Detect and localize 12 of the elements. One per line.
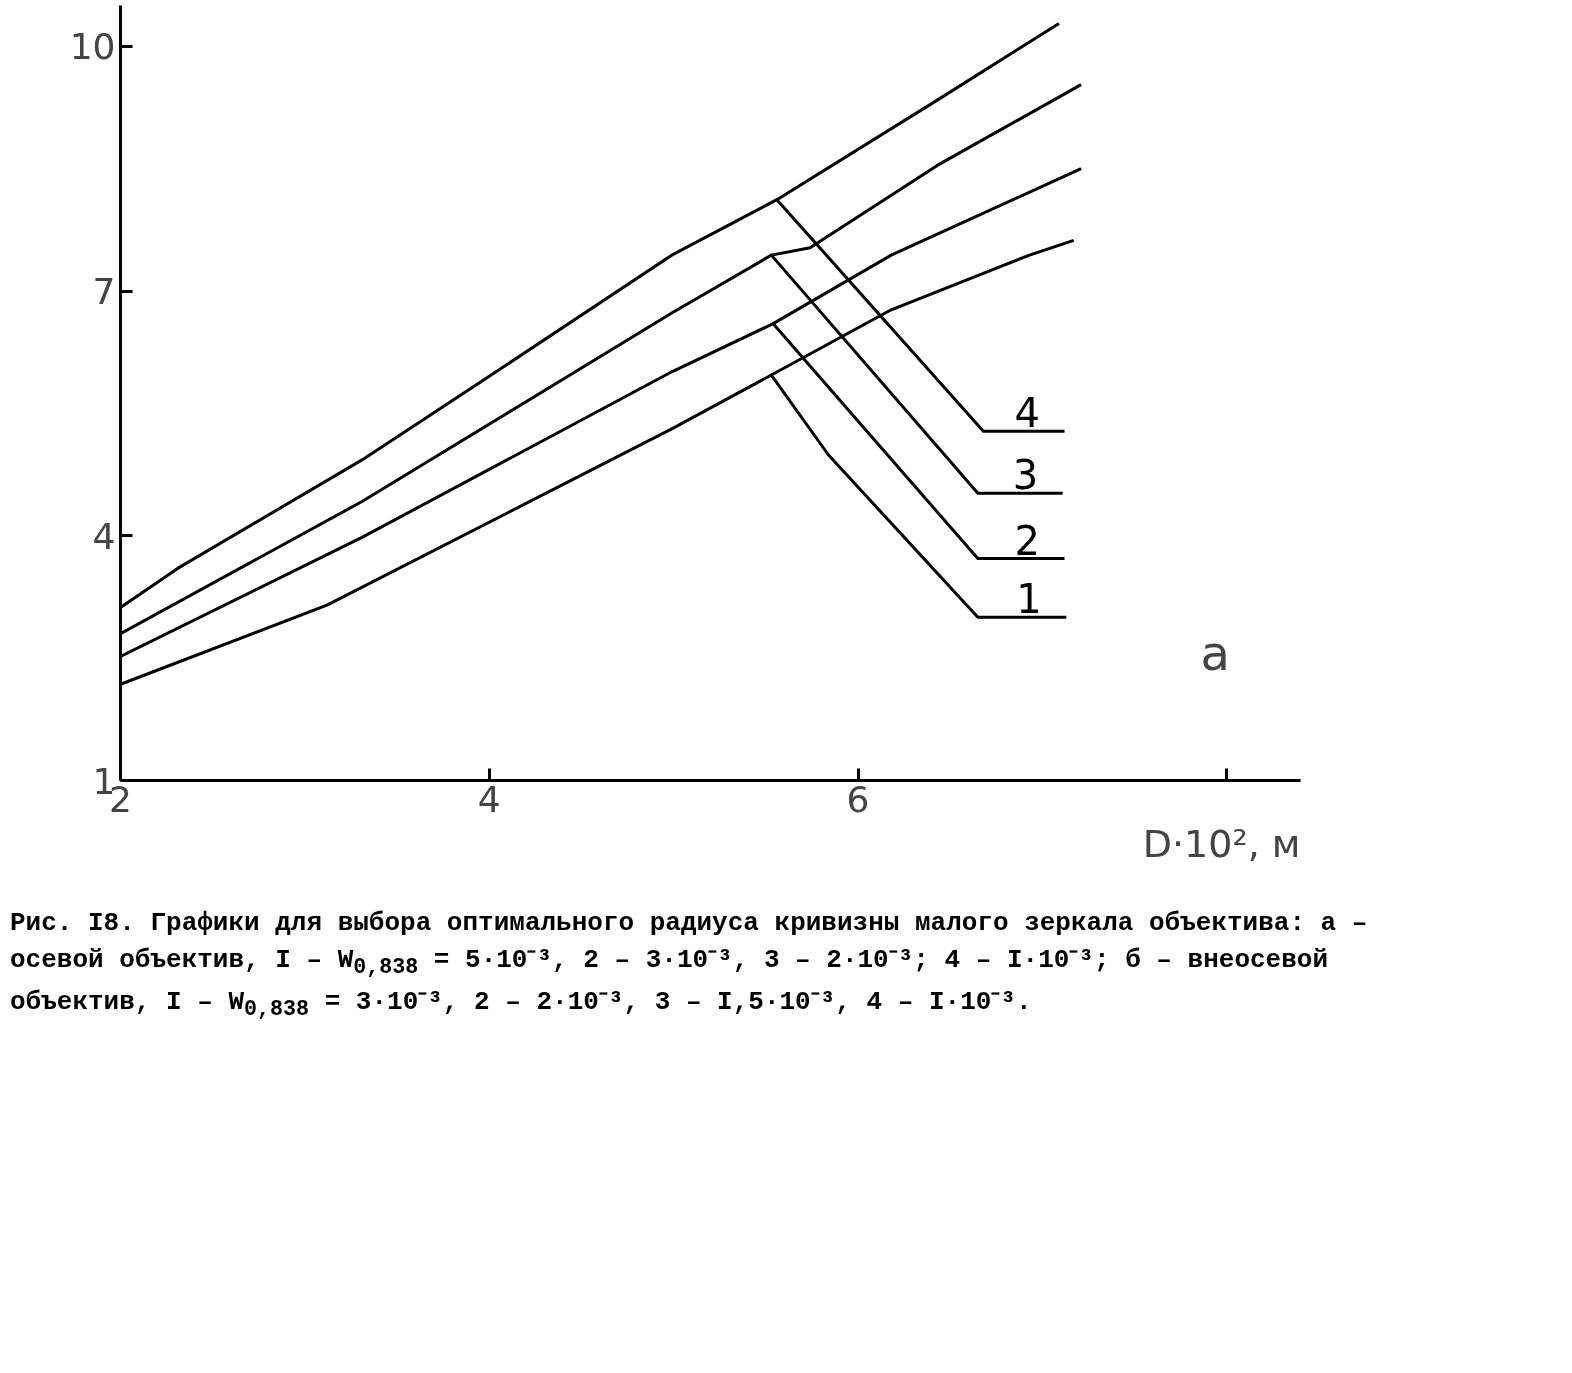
x-axis-title: D·10², м <box>1142 821 1301 866</box>
series-label: 2 <box>1014 517 1040 564</box>
series-label: 3 <box>1012 452 1039 499</box>
y-tick-label: 4 <box>92 515 116 557</box>
text: Рис. I8. Графики для выбора оптимального радиуса кривизны малого зеркала объектива: а – осевой объектив, I – W$_{0,838}$ = 5·10⁻³, 2 – 3·10⁻³, 3 – 2·10⁻³; 4 – I·10⁻³; б – внеосевой объектив, I – W$_{0,838}$ = 3·10⁻³, 2 – 2·10⁻³, 3 – I,5·10⁻³, 4 – I·10⁻³. <box>10 908 1368 1023</box>
series-label: 1 <box>1016 576 1042 623</box>
x-tick-label: 4 <box>477 778 501 820</box>
x-tick-label: 6 <box>846 778 870 820</box>
annotation: а <box>1200 624 1230 681</box>
y-tick-label: 10 <box>69 26 116 68</box>
series-label: 4 <box>1014 390 1040 437</box>
y-tick-label: 7 <box>92 271 116 313</box>
